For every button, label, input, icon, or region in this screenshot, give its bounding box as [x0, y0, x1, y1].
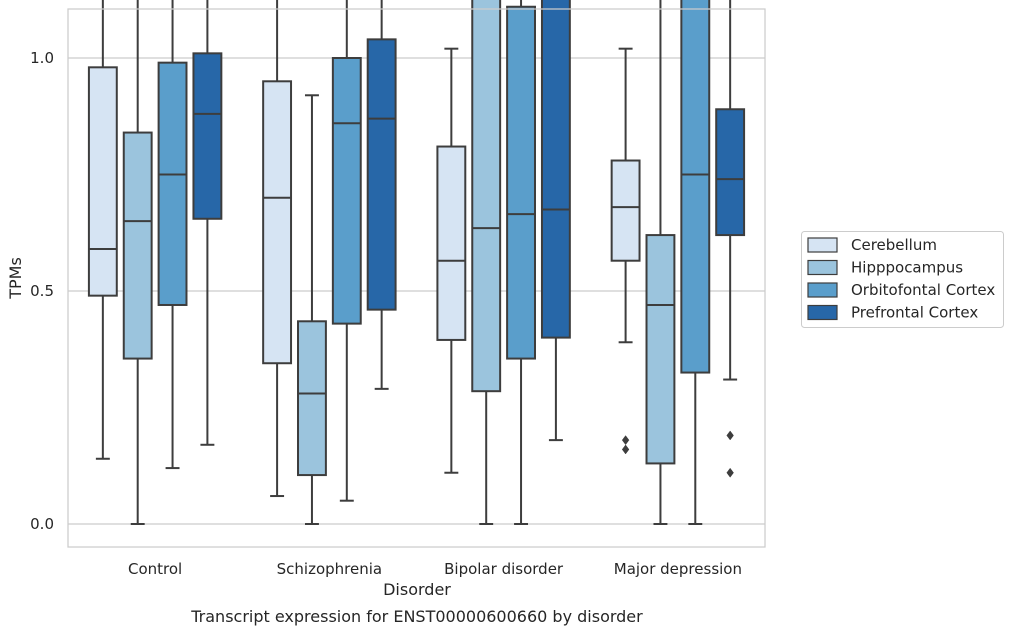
legend: Cerebellum Hipppocampus Orbitofontal Corte… — [801, 231, 1004, 328]
box-hipppocampus — [122, 0, 153, 525]
x-tick-label: Major depression — [614, 560, 742, 578]
box-prefrontal-cortex — [715, 0, 746, 478]
box-iqr — [715, 108, 746, 237]
x-tick-label: Bipolar disorder — [444, 560, 564, 578]
y-tick-label: 0.0 — [30, 515, 54, 533]
legend-swatch — [807, 237, 838, 253]
box-iqr — [192, 52, 223, 220]
y-axis-title: TPMs — [6, 257, 25, 300]
plot-area-frame — [67, 8, 766, 548]
box-iqr — [645, 234, 676, 465]
box-iqr — [331, 57, 362, 325]
box-iqr — [87, 66, 118, 297]
box-hipppocampus — [471, 0, 502, 525]
box-prefrontal-cortex — [366, 0, 397, 390]
box-groups — [87, 0, 746, 525]
box-iqr — [262, 80, 293, 365]
box-cerebellum — [436, 47, 467, 474]
outlier-point — [726, 430, 734, 441]
legend-frame — [801, 231, 1004, 328]
box-hipppocampus — [645, 0, 676, 525]
legend-swatch — [807, 259, 838, 276]
legend-label: Hipppocampus — [851, 259, 963, 277]
y-axis-ticks: 0.00.51.01.52.0 — [30, 49, 54, 533]
legend-label: Orbitofontal Cortex — [851, 281, 995, 299]
box-prefrontal-cortex — [192, 0, 223, 446]
y-tick-label: 1.0 — [30, 49, 54, 67]
box-cerebellum — [262, 0, 293, 498]
box-iqr — [366, 38, 397, 311]
outlier-point — [726, 467, 734, 478]
x-axis-title: Disorder — [383, 580, 451, 599]
box-iqr — [680, 0, 711, 374]
box-iqr — [610, 159, 641, 262]
legend-swatch — [807, 282, 838, 298]
box-orbitofontal-cortex — [506, 0, 536, 525]
box-iqr — [540, 0, 571, 339]
x-tick-label: Control — [128, 560, 182, 578]
box-iqr — [506, 5, 536, 360]
box-cerebellum — [610, 47, 641, 455]
legend-label: Prefrontal Cortex — [851, 304, 978, 322]
legend-swatch — [807, 304, 838, 321]
box-iqr — [436, 145, 467, 341]
x-axis-ticks: Control Schizophrenia Bipolar disorder Majo… — [128, 560, 742, 578]
box-orbitofontal-cortex — [157, 0, 188, 470]
y-tick-label: 0.5 — [30, 282, 54, 300]
box-iqr — [122, 131, 153, 360]
chart-caption: Transcript expression for ENST0000060066… — [190, 607, 643, 626]
box-hipppocampus — [297, 94, 327, 525]
box-prefrontal-cortex — [540, 0, 571, 442]
box-cerebellum — [87, 0, 118, 460]
outlier-point — [621, 435, 630, 446]
legend-label: Cerebellum — [851, 236, 937, 254]
box-iqr — [297, 320, 327, 477]
box-iqr — [471, 0, 502, 393]
outlier-point — [621, 444, 630, 455]
x-tick-label: Schizophrenia — [277, 560, 382, 578]
box-orbitofontal-cortex — [331, 0, 362, 502]
box-iqr — [157, 61, 188, 306]
box-orbitofontal-cortex — [680, 0, 711, 525]
